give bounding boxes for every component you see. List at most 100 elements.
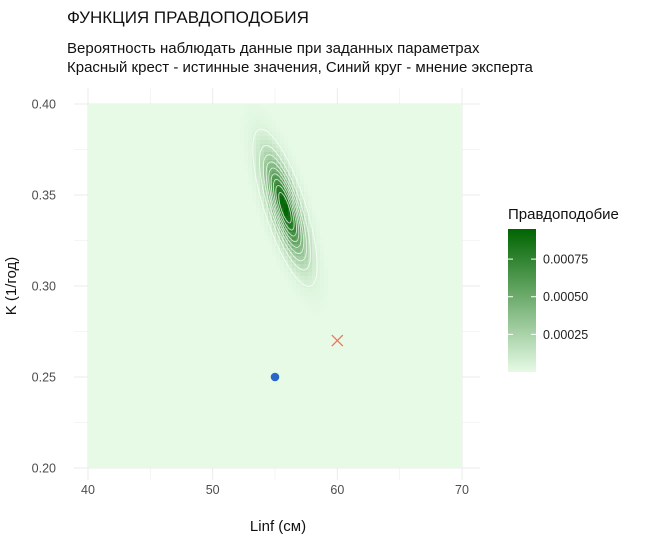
heatmap-cell	[252, 200, 256, 204]
heatmap-cell	[252, 168, 256, 172]
heatmap-cell	[276, 264, 280, 268]
heatmap-cell	[292, 240, 296, 244]
heatmap-cell	[252, 172, 256, 176]
heatmap-cell	[320, 244, 324, 248]
heatmap-cell	[324, 264, 328, 268]
heatmap-cell	[260, 144, 264, 148]
heatmap-cell	[292, 188, 296, 192]
contour-line	[278, 191, 292, 224]
heatmap-cell	[248, 148, 252, 152]
heatmap-cell	[280, 160, 284, 164]
heatmap-cell	[308, 296, 312, 300]
heatmap-cell	[260, 132, 264, 136]
heatmap-cell	[256, 112, 260, 116]
heatmap-cell	[316, 312, 320, 316]
heatmap-cell	[308, 280, 312, 284]
heatmap-cell	[300, 264, 304, 268]
heatmap-cell	[308, 276, 312, 280]
heatmap-cell	[256, 192, 260, 196]
heatmap-cell	[280, 212, 284, 216]
heatmap-cell	[292, 164, 296, 168]
heatmap-cell	[304, 276, 308, 280]
heatmap-cell	[292, 176, 296, 180]
heatmap-cell	[240, 120, 244, 124]
heatmap-cell	[256, 160, 260, 164]
heatmap-cell	[264, 152, 268, 156]
heatmap-cell	[308, 304, 312, 308]
heatmap-cell	[312, 232, 316, 236]
heatmap-cell	[288, 224, 292, 228]
heatmap-cell	[268, 220, 272, 224]
legend: Правдоподобие 0.00075 0.00050 0.00025	[508, 206, 619, 372]
heatmap-cell	[300, 180, 304, 184]
heatmap-cell	[304, 256, 308, 260]
heatmap-cell	[284, 272, 288, 276]
heatmap-cell	[320, 260, 324, 264]
heatmap-cell	[272, 240, 276, 244]
heatmap-cell	[244, 144, 248, 148]
contour-line	[252, 128, 318, 287]
heatmap-cell	[308, 232, 312, 236]
heatmap-cell	[288, 148, 292, 152]
heatmap-cell	[292, 208, 296, 212]
heatmap-cell	[292, 232, 296, 236]
heatmap-cell	[300, 256, 304, 260]
heatmap-cell	[312, 284, 316, 288]
heatmap-cell	[272, 176, 276, 180]
heatmap-cell	[264, 216, 268, 220]
heatmap-cell	[260, 212, 264, 216]
heatmap-cell	[288, 192, 292, 196]
heatmap-cell	[272, 168, 276, 172]
heatmap-cell	[256, 200, 260, 204]
heatmap-cell	[272, 220, 276, 224]
heatmap-cell	[308, 200, 312, 204]
heatmap-cell	[264, 196, 268, 200]
heatmap-cell	[264, 204, 268, 208]
heatmap-cell	[304, 272, 308, 276]
heatmap-cell	[324, 256, 328, 260]
heatmap-cell	[252, 108, 256, 112]
heatmap-cell	[300, 280, 304, 284]
heatmap-cell	[320, 252, 324, 256]
heatmap-cell	[260, 120, 264, 124]
heatmap-cell	[268, 152, 272, 156]
heatmap-cell	[288, 272, 292, 276]
heatmap-cell	[288, 264, 292, 268]
heatmap-cell	[296, 252, 300, 256]
heatmap-cell	[308, 228, 312, 232]
heatmap-cell	[256, 164, 260, 168]
heatmap-cell	[304, 300, 308, 304]
heatmap-cell	[292, 256, 296, 260]
heatmap-cell	[300, 288, 304, 292]
heatmap-cell	[300, 248, 304, 252]
heatmap-cell	[304, 264, 308, 268]
heatmap-cell	[260, 140, 264, 144]
heatmap-cell	[288, 276, 292, 280]
heatmap-cell	[260, 104, 264, 108]
heatmap-cell	[320, 300, 324, 304]
y-tick-label: 0.35	[32, 189, 56, 203]
heatmap-cell	[296, 204, 300, 208]
heatmap-cell	[268, 228, 272, 232]
heatmap-cell	[276, 184, 280, 188]
heatmap-cell	[304, 260, 308, 264]
heatmap-cell	[268, 120, 272, 124]
heatmap-cell	[324, 260, 328, 264]
heatmap-cell	[276, 220, 280, 224]
heatmap-cell	[316, 304, 320, 308]
heatmap-cell	[252, 160, 256, 164]
heatmap-cell	[312, 228, 316, 232]
heatmap-cell	[316, 248, 320, 252]
heatmap-cell	[300, 272, 304, 276]
heatmap-cell	[264, 160, 268, 164]
heatmap-cell	[276, 192, 280, 196]
heatmap-cell	[312, 256, 316, 260]
heatmap-cell	[272, 252, 276, 256]
heatmap-cell	[300, 252, 304, 256]
heatmap-cell	[256, 156, 260, 160]
heatmap-cell	[320, 296, 324, 300]
heatmap-cell	[312, 264, 316, 268]
heatmap-cell	[256, 148, 260, 152]
heatmap-cell	[316, 236, 320, 240]
heatmap-cell	[248, 156, 252, 160]
